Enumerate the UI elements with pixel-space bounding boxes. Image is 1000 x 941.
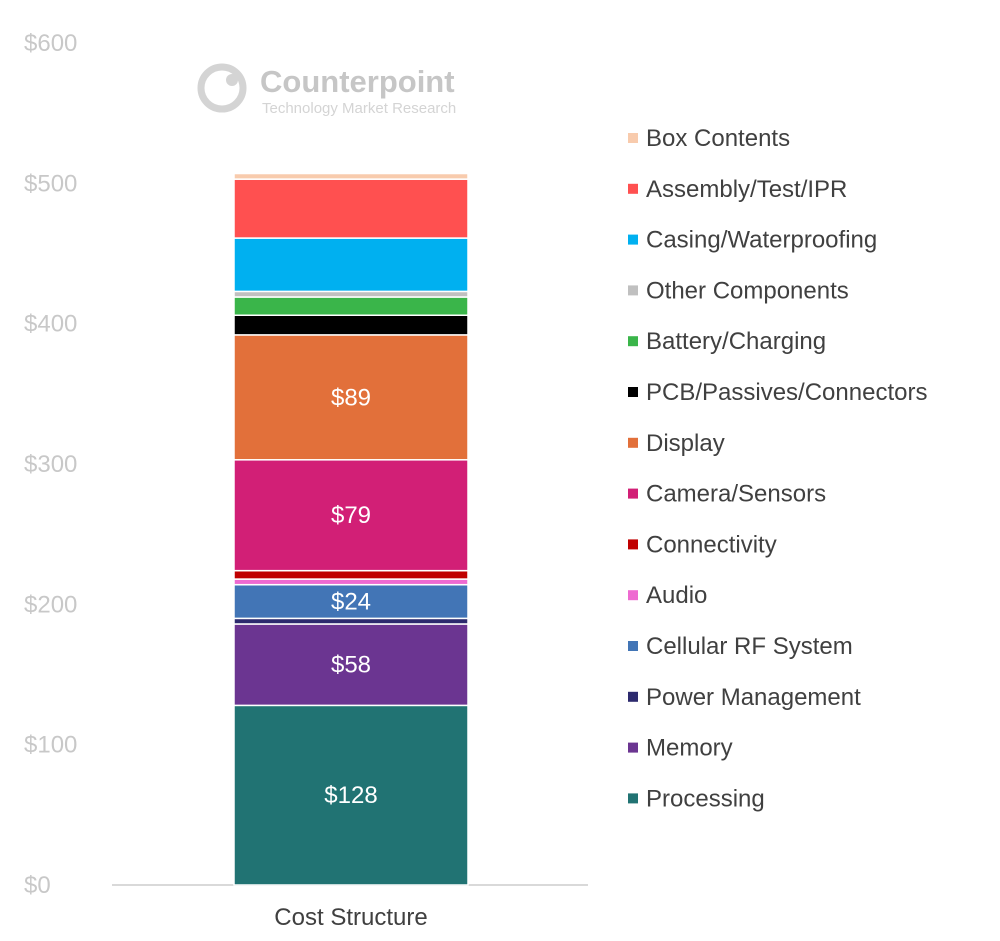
legend-swatch-connectivity (628, 539, 638, 550)
bar-segment-box-contents (233, 172, 469, 180)
legend-label-pcb-passives-connectors: PCB/Passives/Connectors (646, 379, 927, 406)
legend-swatch-assembly-test-ipr (628, 183, 638, 194)
legend-label-processing: Processing (646, 785, 765, 812)
bar-segment-pcb-passives-connectors (233, 314, 469, 336)
legend-swatch-display (628, 437, 638, 448)
legend-swatch-memory (628, 742, 638, 753)
legend-label-assembly-test-ipr: Assembly/Test/IPR (646, 176, 847, 203)
y-tick-label: $100 (24, 732, 77, 759)
bar-segment-casing-waterproofing (233, 237, 469, 293)
legend-swatch-pcb-passives-connectors (628, 387, 638, 397)
legend: Box Contents Assembly/Test/IPR Casing/Wate… (628, 125, 927, 812)
legend-label-other-components: Other Components (646, 277, 849, 304)
bar-segment-audio (233, 578, 469, 586)
y-axis: $0 $100 $200 $300 $400 $500 $600 (24, 30, 77, 899)
counterpoint-logo-dot (226, 74, 238, 86)
legend-label-box-contents: Box Contents (646, 125, 790, 152)
legend-label-connectivity: Connectivity (646, 531, 777, 558)
watermark-name: Counterpoint (260, 64, 455, 99)
legend-label-audio: Audio (646, 582, 707, 609)
legend-label-power-management: Power Management (646, 684, 861, 711)
y-tick-label: $400 (24, 311, 77, 338)
bar-stack (233, 172, 469, 886)
y-tick-label: $200 (24, 591, 77, 618)
legend-label-cellular-rf-system: Cellular RF System (646, 633, 853, 660)
data-label-cellular-rf-system: $24 (331, 589, 371, 616)
counterpoint-logo-icon (197, 63, 247, 113)
legend-swatch-other-components (628, 285, 638, 296)
legend-swatch-cellular-rf-system (628, 641, 638, 651)
legend-swatch-power-management (628, 691, 638, 702)
watermark-tagline: Technology Market Research (262, 100, 456, 117)
y-tick-label: $500 (24, 170, 77, 197)
bar-segment-power-management (233, 617, 469, 625)
legend-label-battery-charging: Battery/Charging (646, 328, 826, 355)
data-labels: $128 $58 $24 $79 $89 (324, 384, 377, 809)
legend-swatch-camera-sensors (628, 488, 638, 499)
legend-swatch-casing-waterproofing (628, 234, 638, 245)
legend-label-camera-sensors: Camera/Sensors (646, 481, 826, 508)
legend-swatch-audio (628, 590, 638, 601)
data-label-display: $89 (331, 384, 371, 411)
data-label-camera-sensors: $79 (331, 502, 371, 529)
legend-swatch-battery-charging (628, 336, 638, 347)
data-label-processing: $128 (324, 782, 377, 809)
counterpoint-watermark: Counterpoint Technology Market Research (197, 63, 456, 117)
legend-swatch-processing (628, 793, 638, 804)
bar-segment-assembly-test-ipr (233, 178, 469, 239)
legend-label-memory: Memory (646, 735, 733, 762)
legend-label-casing-waterproofing: Casing/Waterproofing (646, 227, 877, 254)
legend-label-display: Display (646, 430, 725, 457)
data-label-memory: $58 (331, 652, 371, 679)
category-label: Cost Structure (274, 904, 427, 931)
bar-segment-other-components (233, 290, 469, 298)
bar-segment-display (233, 334, 469, 461)
bar-segment-battery-charging (233, 296, 469, 316)
y-tick-label: $300 (24, 451, 77, 478)
y-tick-label: $0 (24, 872, 51, 899)
y-tick-label: $600 (24, 30, 77, 57)
bar-segment-memory (233, 623, 469, 707)
bar-segment-processing (233, 704, 469, 886)
bar-segment-camera-sensors (233, 459, 469, 572)
legend-swatch-box-contents (628, 133, 638, 143)
bar-segment-connectivity (233, 569, 469, 580)
